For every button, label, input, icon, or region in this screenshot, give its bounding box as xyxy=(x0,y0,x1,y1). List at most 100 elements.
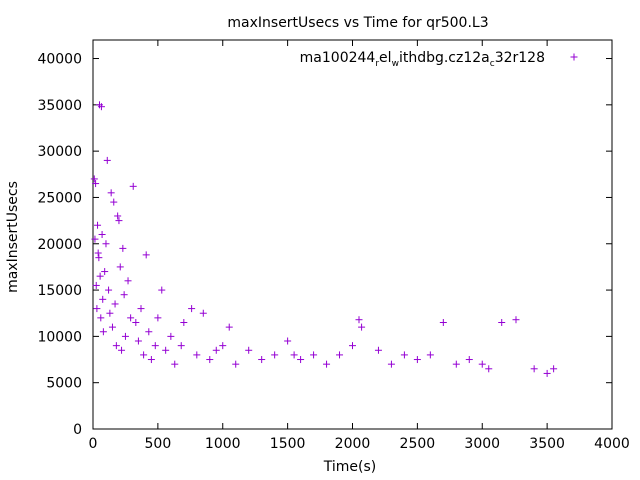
data-point xyxy=(180,318,188,326)
data-point xyxy=(110,198,118,206)
y-tick-label: 35000 xyxy=(37,98,82,114)
data-point xyxy=(162,346,170,354)
data-point xyxy=(115,217,123,225)
legend: ma100244relwithdbg.cz12ac32r128 xyxy=(300,50,578,69)
data-point xyxy=(93,305,101,313)
y-tick-label: 25000 xyxy=(37,190,82,206)
data-point xyxy=(177,342,185,350)
data-point xyxy=(258,356,266,364)
x-tick-label: 4000 xyxy=(594,436,630,452)
data-point xyxy=(106,309,114,317)
data-point xyxy=(95,254,103,262)
data-point xyxy=(199,309,207,317)
data-point xyxy=(297,356,305,364)
data-point xyxy=(212,346,220,354)
data-point xyxy=(498,318,506,326)
data-point xyxy=(550,365,558,373)
y-tick-label: 15000 xyxy=(37,283,82,299)
data-point xyxy=(98,231,106,238)
data-point xyxy=(120,291,128,299)
x-tick-label: 2500 xyxy=(400,436,436,452)
data-points xyxy=(90,101,558,377)
data-point xyxy=(103,156,111,164)
data-point xyxy=(108,323,116,331)
x-tick-label: 3500 xyxy=(529,436,565,452)
data-point xyxy=(349,342,356,350)
data-point xyxy=(112,342,120,350)
data-point xyxy=(158,286,166,294)
data-point xyxy=(485,365,493,373)
data-point xyxy=(94,249,102,257)
data-point xyxy=(374,346,382,354)
data-point xyxy=(206,356,214,364)
y-tick-label: 20000 xyxy=(37,237,82,253)
data-point xyxy=(91,235,99,243)
data-point xyxy=(101,268,109,276)
data-point xyxy=(116,263,124,271)
data-point xyxy=(193,351,201,359)
data-point xyxy=(99,295,107,303)
data-point xyxy=(188,305,196,313)
data-point xyxy=(355,316,363,324)
legend-marker xyxy=(570,53,578,61)
data-point xyxy=(134,337,142,345)
data-point xyxy=(132,318,140,326)
data-point xyxy=(127,314,135,322)
data-point xyxy=(290,351,298,359)
data-point xyxy=(99,328,107,336)
data-point xyxy=(145,328,153,336)
data-point xyxy=(478,360,486,368)
data-point xyxy=(387,360,395,368)
x-axis: 0 500 1000 1500 2000 2500 3000 3500 4000 xyxy=(89,40,630,452)
data-point xyxy=(271,351,279,359)
x-tick-label: 1500 xyxy=(270,436,306,452)
data-point xyxy=(137,305,145,313)
data-point xyxy=(426,351,434,359)
y-tick-label: 30000 xyxy=(37,144,82,160)
data-point xyxy=(151,342,159,350)
data-point xyxy=(323,360,331,368)
data-point xyxy=(219,342,227,350)
data-point xyxy=(114,212,122,220)
data-point xyxy=(358,323,366,331)
y-tick-label: 10000 xyxy=(37,329,82,345)
x-tick-label: 1000 xyxy=(205,436,241,452)
data-point xyxy=(147,356,155,364)
data-point xyxy=(121,332,129,340)
data-point xyxy=(102,240,110,248)
legend-series-label: ma100244relwithdbg.cz12ac32r128 xyxy=(300,50,545,69)
x-tick-label: 500 xyxy=(145,436,172,452)
data-point xyxy=(140,351,148,359)
data-point xyxy=(245,346,253,354)
data-point xyxy=(105,286,113,294)
data-point xyxy=(171,360,179,368)
y-axis: 0 5000 10000 15000 20000 25000 30000 35000 40000 xyxy=(37,52,612,438)
data-point xyxy=(97,314,105,322)
data-point xyxy=(543,369,551,377)
data-point xyxy=(154,314,162,322)
data-point xyxy=(413,356,421,364)
data-point xyxy=(118,346,126,354)
data-point xyxy=(284,337,292,345)
chart-title: maxInsertUsecs vs Time for qr500.L3 xyxy=(227,15,488,31)
x-tick-label: 3000 xyxy=(464,436,500,452)
data-point xyxy=(530,365,538,373)
data-point xyxy=(232,360,240,368)
data-point xyxy=(142,251,150,259)
y-tick-label: 5000 xyxy=(46,376,82,392)
data-point xyxy=(95,101,103,109)
data-point xyxy=(129,182,137,190)
data-point xyxy=(111,300,119,308)
data-point xyxy=(452,360,460,368)
data-point xyxy=(97,103,105,111)
data-point xyxy=(310,351,318,359)
data-point xyxy=(90,175,98,183)
data-point xyxy=(400,351,408,359)
data-point xyxy=(107,189,115,197)
data-point xyxy=(167,332,175,340)
data-point xyxy=(465,356,473,364)
x-tick-label: 2000 xyxy=(335,436,371,452)
y-tick-label: 0 xyxy=(73,422,82,438)
data-point xyxy=(512,316,520,324)
